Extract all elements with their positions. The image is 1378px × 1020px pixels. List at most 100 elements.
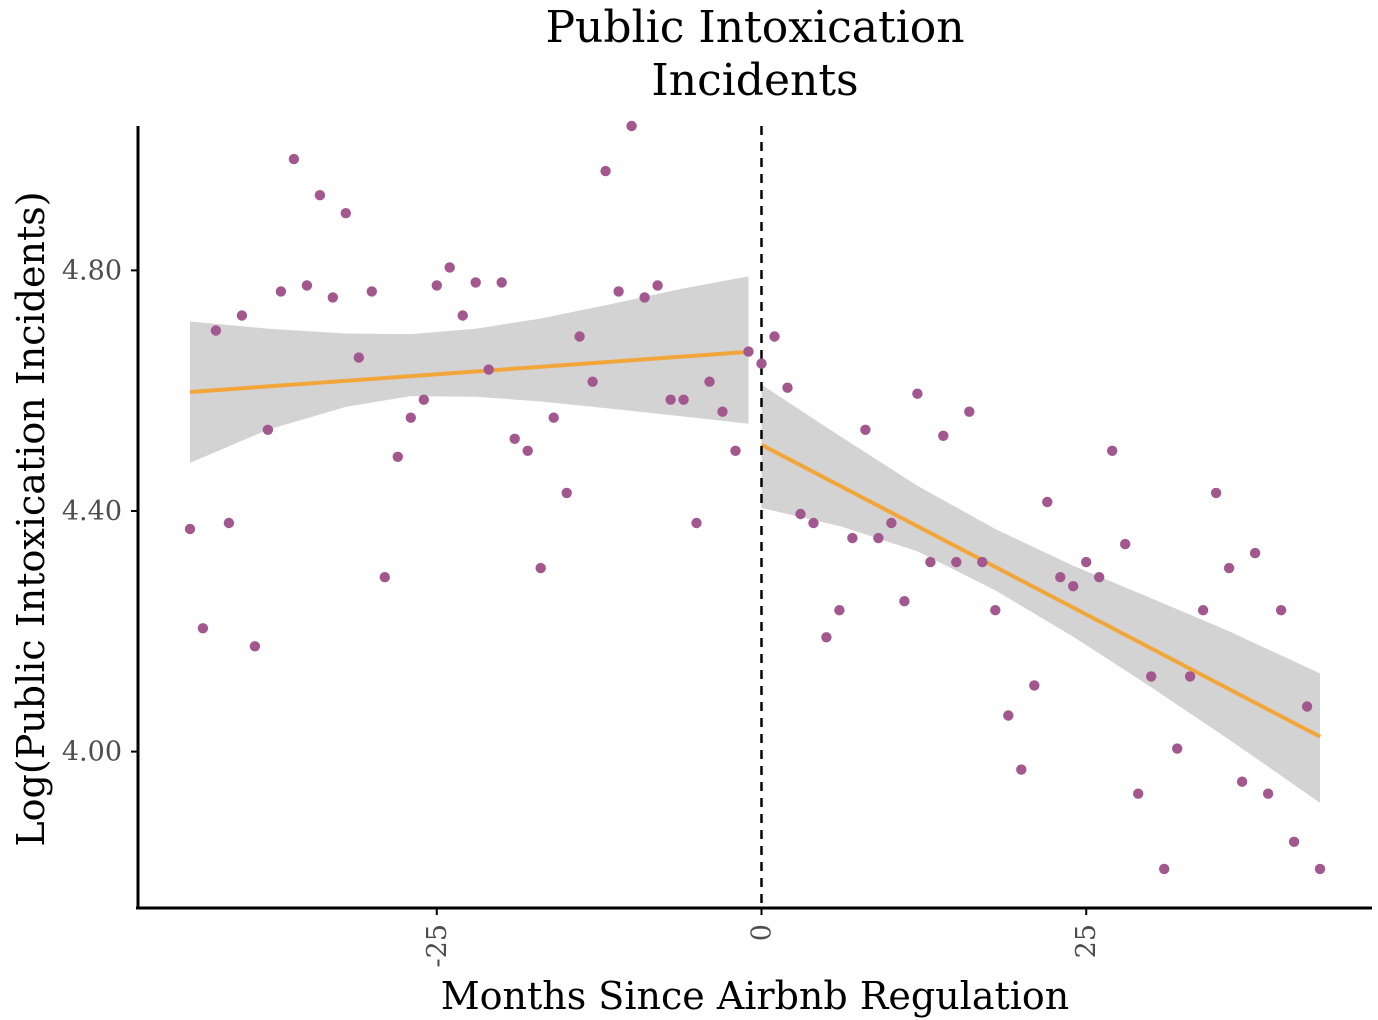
data-point xyxy=(834,605,845,616)
data-point xyxy=(548,412,559,423)
axis-ticks: 4.00 4.40 4.80 -25 0 25 xyxy=(62,255,1102,967)
data-point xyxy=(1107,445,1118,456)
data-point xyxy=(366,286,377,297)
data-point xyxy=(977,556,988,568)
data-point xyxy=(483,364,494,375)
data-point xyxy=(392,451,403,462)
y-axis-title: Log(Public Intoxication Incidents) xyxy=(9,191,53,846)
data-point xyxy=(314,190,326,201)
data-point xyxy=(1159,863,1170,875)
data-point xyxy=(262,424,274,435)
data-point xyxy=(665,394,676,405)
data-point xyxy=(353,352,364,363)
confidence-ribbon-post xyxy=(761,384,1320,803)
confidence-ribbons xyxy=(190,276,1320,803)
chart-title-line-1: Public Intoxication xyxy=(545,2,964,53)
data-point xyxy=(743,346,754,357)
data-point xyxy=(613,286,624,297)
data-point xyxy=(1068,581,1079,592)
data-point xyxy=(1094,572,1105,583)
data-point xyxy=(418,394,429,405)
data-point xyxy=(470,277,481,288)
data-point xyxy=(444,262,455,273)
data-point xyxy=(704,376,715,387)
data-point xyxy=(197,623,209,634)
data-point xyxy=(1210,487,1222,499)
data-point xyxy=(951,556,962,568)
x-tick-label: 25 xyxy=(1071,924,1102,958)
data-point xyxy=(938,430,949,441)
chart-title: Public Intoxication Incidents xyxy=(545,2,964,106)
y-tick-label: 4.80 xyxy=(62,255,122,286)
axes xyxy=(136,126,1372,910)
data-point xyxy=(626,120,637,132)
data-point xyxy=(327,292,338,303)
data-point xyxy=(535,562,546,574)
fit-line-pre xyxy=(189,349,749,394)
data-point xyxy=(561,487,572,499)
data-point xyxy=(210,325,222,336)
data-point xyxy=(1262,788,1274,799)
data-point xyxy=(184,523,196,535)
data-point xyxy=(821,632,832,643)
data-point xyxy=(808,517,819,529)
data-point xyxy=(717,406,728,417)
data-point xyxy=(1197,605,1209,616)
data-point xyxy=(496,277,507,288)
y-tick-label: 4.00 xyxy=(62,737,122,768)
data-point xyxy=(600,165,611,177)
data-point xyxy=(1288,836,1300,847)
data-point xyxy=(522,445,533,456)
data-point xyxy=(457,310,468,321)
data-point xyxy=(301,280,313,291)
data-point xyxy=(1133,788,1144,799)
data-point xyxy=(379,572,390,583)
data-point xyxy=(756,358,767,369)
data-point xyxy=(860,424,871,435)
data-point xyxy=(1223,562,1235,574)
data-point xyxy=(639,292,650,303)
data-point xyxy=(431,280,442,291)
data-point xyxy=(1301,701,1313,712)
data-point xyxy=(1236,776,1248,787)
chart-title-line-2: Incidents xyxy=(651,55,858,106)
data-point xyxy=(964,406,975,417)
data-point xyxy=(288,153,300,165)
data-point xyxy=(691,517,702,529)
data-point xyxy=(1172,743,1183,754)
data-point xyxy=(886,517,897,529)
data-point xyxy=(340,208,351,219)
data-point xyxy=(1029,680,1040,691)
data-point xyxy=(730,445,741,456)
data-point xyxy=(847,532,858,544)
data-point xyxy=(925,556,936,568)
data-points xyxy=(184,120,1326,875)
data-point xyxy=(1081,556,1092,568)
data-point xyxy=(587,376,598,387)
data-point xyxy=(1003,710,1014,721)
data-point xyxy=(509,433,520,444)
data-point xyxy=(678,394,689,405)
data-point xyxy=(912,388,923,399)
data-point xyxy=(1146,671,1157,682)
data-point xyxy=(769,331,780,342)
data-point xyxy=(990,605,1001,616)
x-tick-label: 0 xyxy=(746,924,777,941)
data-point xyxy=(1016,764,1027,775)
y-tick-label: 4.40 xyxy=(62,496,122,527)
fit-line-post xyxy=(760,443,1321,739)
x-axis-title: Months Since Airbnb Regulation xyxy=(441,974,1070,1018)
data-point xyxy=(795,508,806,520)
x-tick-label: -25 xyxy=(422,924,453,967)
data-point xyxy=(405,412,416,423)
data-point xyxy=(1120,538,1131,550)
data-point xyxy=(1249,547,1261,559)
data-point xyxy=(652,280,663,291)
confidence-ribbon-pre xyxy=(190,276,749,463)
data-point xyxy=(782,382,793,393)
data-point xyxy=(1275,605,1287,616)
data-point xyxy=(275,286,287,297)
data-point xyxy=(1042,496,1053,508)
data-point xyxy=(1314,863,1326,875)
